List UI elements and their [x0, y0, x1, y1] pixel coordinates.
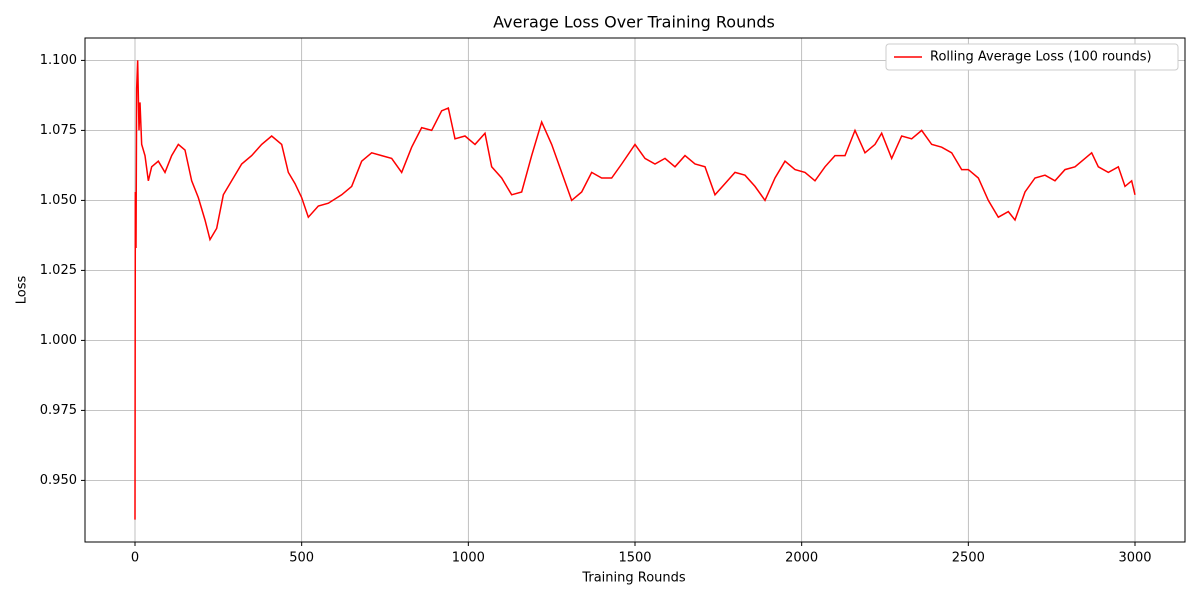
legend-label: Rolling Average Loss (100 rounds) [930, 50, 1152, 65]
x-tick-label: 2500 [952, 551, 985, 566]
line [134, 60, 1136, 520]
x-tick-label: 0 [131, 551, 139, 566]
x-axis-label: Training Rounds [581, 571, 686, 586]
x-tick-label: 2000 [785, 551, 818, 566]
x-tick-label: 1000 [452, 551, 485, 566]
x-tick-label: 3000 [1118, 551, 1151, 566]
plot-frame [84, 37, 1186, 543]
y-tick-label: 0.975 [40, 403, 77, 418]
legend-box [885, 43, 1179, 71]
y-tick-label: 0.950 [40, 473, 77, 488]
chart-title: Average Loss Over Training Rounds [493, 13, 775, 32]
y-tick-label: 1.100 [40, 53, 77, 68]
y-axis-label: Loss [15, 276, 30, 305]
y-tick-label: 1.000 [40, 333, 77, 348]
y-tick-label: 1.025 [40, 263, 77, 278]
y-tick-label: 1.075 [40, 123, 77, 138]
x-tick-label: 1500 [618, 551, 651, 566]
y-tick-label: 1.050 [40, 193, 77, 208]
x-tick-label: 500 [289, 551, 314, 566]
